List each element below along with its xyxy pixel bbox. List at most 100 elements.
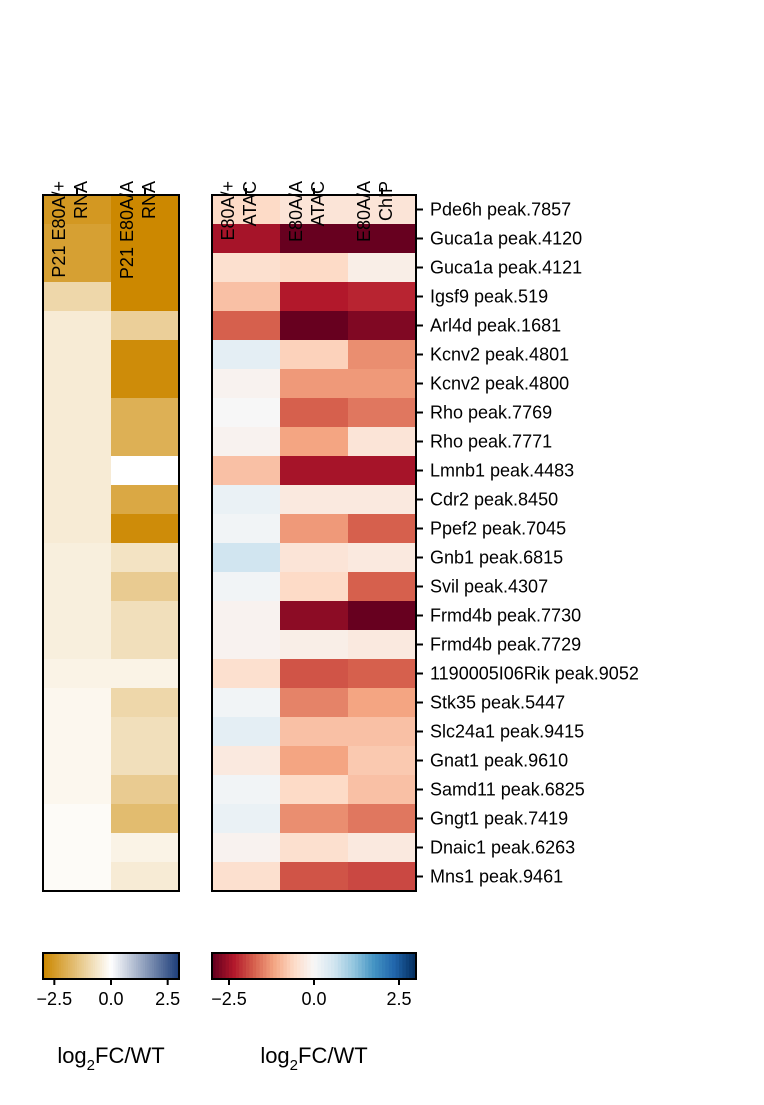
colorbar-swatch: [174, 953, 178, 979]
colorbar-swatch: [92, 953, 96, 979]
heatmap-cell: [280, 746, 349, 776]
heatmap-cell: [348, 833, 417, 863]
heatmap-cell: [111, 311, 180, 341]
colorbar-swatch: [77, 953, 80, 979]
colorbar-swatch: [256, 953, 261, 979]
heatmap-cell: [212, 456, 281, 486]
heatmap-cell: [43, 630, 112, 660]
column-label-line1: P21 E80A/A: [117, 181, 137, 279]
heatmap-cell: [348, 746, 417, 776]
heatmap-cell: [348, 543, 417, 573]
heatmap-cell: [212, 833, 281, 863]
colorbar-label: log2FC/WT: [260, 1043, 367, 1074]
colorbar-swatch: [70, 953, 74, 979]
colorbar-swatch: [63, 953, 67, 979]
row-label: Kcnv2 peak.4800: [430, 374, 569, 394]
colorbar-swatch: [320, 953, 325, 979]
colorbar-swatch: [138, 953, 142, 979]
row-label: Igsf9 peak.519: [430, 287, 548, 307]
heatmap-cell: [111, 601, 180, 631]
heatmap-cell: [111, 543, 180, 573]
colorbar-swatch: [280, 953, 284, 979]
colorbar-swatch: [106, 953, 110, 979]
heatmap-cell: [43, 340, 112, 370]
colorbar-swatch: [409, 953, 414, 979]
colorbar-swatch: [151, 953, 155, 979]
colorbar-swatch: [273, 953, 278, 979]
heatmap-cell: [212, 804, 281, 834]
heatmap-cell: [280, 514, 349, 544]
heatmap-cell: [43, 427, 112, 457]
row-label: Dnaic1 peak.6263: [430, 838, 575, 858]
heatmap-cell: [111, 398, 180, 428]
heatmap-cell: [280, 804, 349, 834]
colorbar-swatch: [52, 953, 55, 979]
heatmap-cell: [212, 688, 281, 718]
colorbar-swatch: [95, 953, 98, 979]
heatmap-cell: [348, 282, 417, 312]
heatmap-cell: [348, 572, 417, 602]
colorbar-swatch: [47, 953, 51, 979]
heatmap-cell: [111, 340, 180, 370]
heatmap-cell: [212, 659, 281, 689]
row-label: Guca1a peak.4121: [430, 258, 582, 278]
row-label: Gnb1 peak.6815: [430, 548, 563, 568]
heatmap-cell: [111, 717, 180, 747]
heatmap-cell: [348, 195, 417, 225]
heatmap-cell: [212, 398, 281, 428]
heatmap-cell: [212, 775, 281, 805]
heatmap-cell: [280, 572, 349, 602]
colorbar-tick-label: 2.5: [155, 989, 180, 1009]
colorbar-label-base: log: [260, 1043, 289, 1068]
heatmap-cell: [280, 717, 349, 747]
column-label: P21 E80A/+ RNA: [49, 181, 91, 278]
colorbar-swatch: [169, 953, 173, 979]
colorbar-swatch: [167, 953, 171, 979]
colorbar-swatch: [142, 953, 146, 979]
heatmap-cell: [348, 630, 417, 660]
colorbar-tick-label: 0.0: [301, 989, 326, 1009]
heatmap-cell: [212, 369, 281, 399]
colorbar-swatch: [232, 953, 237, 979]
heatmap-cell: [111, 282, 180, 312]
colorbar-swatch: [300, 953, 305, 979]
heatmap-cell: [212, 224, 281, 254]
heatmap-cell: [111, 688, 180, 718]
colorbar-swatch: [122, 953, 126, 979]
colorbar-swatch: [156, 953, 160, 979]
heatmap-cell: [43, 253, 112, 283]
heatmap-cell: [280, 195, 349, 225]
heatmap-cell: [111, 775, 180, 805]
row-label: Samd11 peak.6825: [430, 780, 585, 800]
colorbar-swatch: [327, 953, 332, 979]
column-label-line2: RNA: [139, 181, 159, 219]
colorbar-swatch: [90, 953, 94, 979]
heatmap-cell: [43, 804, 112, 834]
heatmap-cell: [212, 427, 281, 457]
colorbar-swatch: [351, 953, 356, 979]
heatmap-cell: [212, 717, 281, 747]
heatmap-cell: [212, 311, 281, 341]
colorbar-swatch: [276, 953, 281, 979]
heatmap-cell: [43, 833, 112, 863]
colorbar-swatch: [378, 953, 383, 979]
heatmap-cell: [212, 253, 281, 283]
heatmap-cell: [280, 659, 349, 689]
colorbar-swatch: [293, 953, 298, 979]
colorbar-label-sub: 2: [290, 1057, 298, 1074]
heatmap-cell: [280, 485, 349, 515]
colorbar-swatch: [344, 953, 349, 979]
colorbar-atac: −2.5 0.0 2.5 log2FC/WT: [211, 952, 417, 1074]
column-label-line1: E80A/+: [218, 181, 238, 241]
heatmap-cell: [43, 311, 112, 341]
colorbar-swatch: [395, 953, 400, 979]
heatmap-cell: [280, 253, 349, 283]
colorbar-swatch: [140, 953, 144, 979]
heatmap-cell: [348, 717, 417, 747]
heatmap-cell: [280, 398, 349, 428]
colorbar-swatch: [108, 953, 112, 979]
colorbar-swatch: [222, 953, 227, 979]
column-label: P21 E80A/A RNA: [117, 181, 159, 279]
colorbar-swatch: [368, 953, 373, 979]
